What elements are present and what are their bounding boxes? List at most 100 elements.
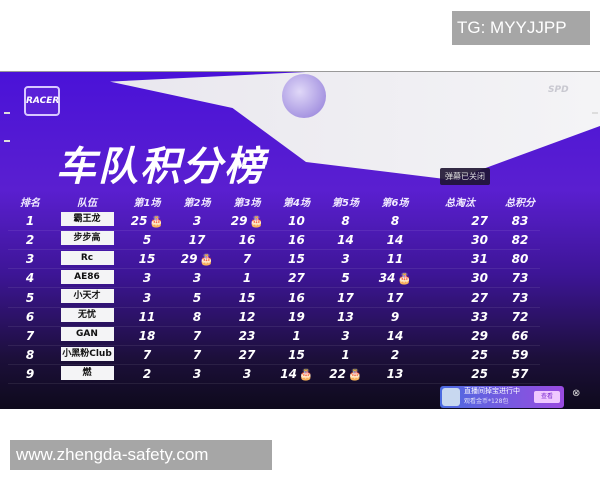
total-points-cell: 80 xyxy=(500,249,540,270)
game-score-cell: 3 xyxy=(122,287,172,308)
rank-cell: 3 xyxy=(8,249,52,270)
game-score: 8 xyxy=(341,213,350,228)
table-row: 4 AE86 3 3 1 27 5 34 🎂 30 73 xyxy=(8,268,540,289)
total-points-cell: 82 xyxy=(500,230,540,251)
rank-cell: 6 xyxy=(8,307,52,327)
column-header: 第4场 xyxy=(283,198,310,210)
game-score-cell: 9 xyxy=(370,307,420,327)
team-name: 步步高 xyxy=(60,231,114,246)
game-score: 19 xyxy=(288,309,305,324)
eliminations-cell: 25 xyxy=(420,345,500,366)
game-score-cell: 3 xyxy=(321,326,370,347)
cake-icon: 🎂 xyxy=(299,368,313,382)
game-score-cell: 3 xyxy=(321,249,370,270)
game-score-cell: 16 xyxy=(272,230,321,251)
game-score-cell: 15 xyxy=(272,345,321,366)
close-icon[interactable]: ⊗ xyxy=(572,388,581,399)
total-points-cell: 73 xyxy=(500,268,540,289)
team-name: Rc xyxy=(60,250,114,265)
game-score-cell: 29 🎂 xyxy=(172,249,222,270)
game-score-cell: 15 xyxy=(272,249,321,270)
column-header: 第1场 xyxy=(133,198,161,210)
game-score: 5 xyxy=(192,290,202,305)
balloon-graphic xyxy=(282,74,326,118)
eliminations-cell: 29 xyxy=(420,326,500,347)
game-score-cell: 5 xyxy=(172,287,222,308)
cake-icon: 🎂 xyxy=(149,214,164,228)
game-score-cell: 18 xyxy=(122,326,172,347)
game-score: 2 xyxy=(142,367,152,382)
game-score: 27 xyxy=(288,271,305,286)
table-header: 排名 队伍 第1场 第2场 第3场 第4场 第5场 第6场 总淘汰 总积分 xyxy=(8,192,540,211)
game-score-cell: 10 xyxy=(272,211,321,231)
game-score: 3 xyxy=(192,271,202,286)
eliminations-cell: 30 xyxy=(420,268,500,289)
column-header: 第3场 xyxy=(233,198,261,210)
game-score-cell: 3 xyxy=(172,364,222,385)
game-score-cell: 8 xyxy=(172,307,222,327)
game-score: 14 xyxy=(386,232,404,247)
column-header: 总淘汰 xyxy=(445,198,475,210)
game-score: 13 xyxy=(337,309,354,324)
total-points-cell: 72 xyxy=(500,307,540,327)
table-row: 1 霸王龙 25 🎂 3 29 🎂 10 8 8 27 83 xyxy=(8,211,540,231)
rank-cell: 9 xyxy=(8,364,52,385)
game-score-cell: 34 🎂 xyxy=(370,268,420,289)
game-score-cell: 15 xyxy=(122,249,172,270)
game-score: 14 xyxy=(280,367,297,382)
game-score-cell: 11 xyxy=(370,249,420,270)
game-score: 14 xyxy=(337,232,354,247)
team-name: 小黑粉Club xyxy=(60,346,114,361)
banner-view-button[interactable]: 查看 xyxy=(534,391,560,403)
cake-icon: 🎂 xyxy=(249,214,264,228)
eliminations-cell: 27 xyxy=(420,211,500,231)
eliminations-cell: 25 xyxy=(420,364,500,385)
game-score: 3 xyxy=(142,271,152,286)
game-score: 3 xyxy=(242,367,252,382)
game-score: 8 xyxy=(192,309,202,324)
rank-cell: 4 xyxy=(8,268,52,289)
team-name: 无忧 xyxy=(60,308,114,323)
sponsor-logo: SPD xyxy=(548,85,569,95)
site-watermark: www.zhengda-safety.com xyxy=(10,440,272,470)
team-name: 燃 xyxy=(60,365,114,380)
game-score: 14 xyxy=(386,328,404,343)
team-name: GAN xyxy=(60,327,114,342)
game-score-cell: 27 xyxy=(272,268,321,289)
game-score: 5 xyxy=(341,271,350,286)
rank-cell: 5 xyxy=(8,287,52,308)
game-score-cell: 13 xyxy=(370,364,420,385)
game-score: 13 xyxy=(386,367,404,382)
table-row: 3 Rc 15 29 🎂 7 15 3 11 31 80 xyxy=(8,249,540,270)
team-name: AE86 xyxy=(60,269,114,284)
game-score: 16 xyxy=(288,290,305,305)
game-score: 17 xyxy=(337,290,354,305)
game-score: 15 xyxy=(288,348,305,363)
game-score-cell: 5 xyxy=(321,268,370,289)
rank-cell: 2 xyxy=(8,230,52,251)
edge-marker xyxy=(4,140,10,142)
game-score: 7 xyxy=(242,252,252,267)
game-score-cell: 7 xyxy=(222,249,272,270)
cake-icon: 🎂 xyxy=(348,368,362,382)
live-drop-banner[interactable]: 直播间掉宝进行中 观看金币*128包 查看 xyxy=(440,386,564,408)
game-score-cell: 7 xyxy=(122,345,172,366)
game-score: 25 xyxy=(130,213,148,228)
game-score-cell: 27 xyxy=(222,345,272,366)
game-score: 29 xyxy=(180,252,198,267)
game-score-cell: 16 xyxy=(222,230,272,251)
game-score: 16 xyxy=(288,232,305,247)
game-score: 18 xyxy=(138,328,156,343)
cake-icon: 🎂 xyxy=(199,253,214,267)
eliminations-cell: 27 xyxy=(420,287,500,308)
game-score-cell: 8 xyxy=(321,211,370,231)
game-score-cell: 14 xyxy=(370,230,420,251)
game-score: 12 xyxy=(238,309,256,324)
game-score: 3 xyxy=(142,290,152,305)
game-score: 1 xyxy=(341,348,350,363)
standings-table: 排名 队伍 第1场 第2场 第3场 第4场 第5场 第6场 总淘汰 总积分 1 霸王龙 25 🎂 3 29 🎂… xyxy=(8,192,540,385)
game-score: 3 xyxy=(192,367,202,382)
game-score-cell: 2 xyxy=(370,345,420,366)
table-row: 2 步步高 5 17 16 16 14 14 30 82 xyxy=(8,230,540,251)
edge-marker xyxy=(592,112,598,114)
